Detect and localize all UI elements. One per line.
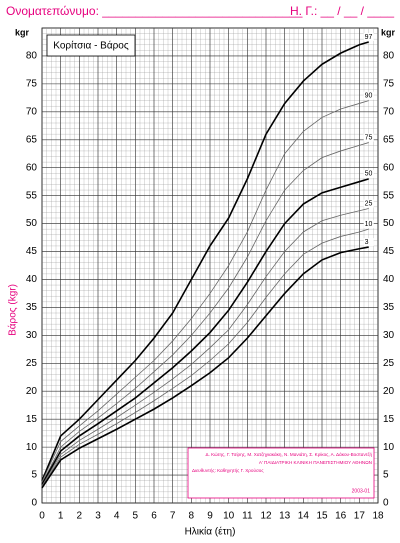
- x-tick-label: 7: [170, 511, 176, 522]
- x-tick-label: 8: [189, 511, 195, 522]
- y-tick-label-right: 5: [383, 470, 389, 481]
- y-tick-label: 5: [31, 470, 37, 481]
- percentile-curve: [41, 178, 369, 485]
- x-tick-label: 3: [95, 511, 101, 522]
- x-tick-label: 4: [114, 511, 120, 522]
- x-tick-label: 14: [298, 511, 310, 522]
- y-tick-label: 60: [26, 162, 38, 173]
- legend-label: 3: [365, 239, 369, 246]
- x-tick-label: 1: [58, 511, 64, 522]
- legend-label-bg: [363, 133, 374, 142]
- name-field: Ονοματεπώνυμο: _________________________…: [6, 4, 303, 18]
- percentile-curve: [41, 246, 369, 489]
- y-axis-label: Βάρος (kgr): [7, 284, 19, 336]
- y-tick-label: 55: [26, 190, 38, 201]
- chart-title: Κορίτσια - Βάρος: [53, 40, 129, 52]
- y-tick-label-right: 60: [383, 162, 395, 173]
- legend-label: 97: [365, 34, 373, 41]
- y-tick-label: 20: [26, 386, 38, 397]
- legend-label: 25: [365, 200, 373, 207]
- legend-label: 50: [365, 171, 373, 178]
- legend-label-bg: [363, 32, 374, 41]
- x-tick-label: 0: [39, 511, 45, 522]
- y-unit-left: kgr: [15, 27, 30, 37]
- legend-label: 10: [365, 221, 373, 228]
- y-tick-label-right: 25: [383, 358, 395, 369]
- y-tick-label-right: 65: [383, 134, 395, 145]
- x-tick-label: 5: [133, 511, 139, 522]
- y-tick-label: 40: [26, 274, 38, 285]
- x-tick-label: 17: [354, 511, 366, 522]
- y-tick-label: 30: [26, 330, 38, 341]
- legend-label-bg: [363, 91, 374, 100]
- x-tick-label: 16: [335, 511, 347, 522]
- y-tick-label: 80: [26, 51, 38, 62]
- x-tick-label: 11: [242, 511, 253, 522]
- x-tick-label: 12: [260, 511, 272, 522]
- x-tick-label: 2: [77, 511, 83, 522]
- grid: [41, 27, 379, 504]
- percentile-curve: [41, 208, 369, 486]
- x-tick-label: 13: [279, 511, 291, 522]
- y-tick-label: 35: [26, 302, 38, 313]
- percentile-curve: [41, 228, 369, 488]
- legend-label-bg: [363, 169, 374, 178]
- x-tick-label: 9: [207, 511, 213, 522]
- y-unit-right: kgr: [381, 27, 396, 37]
- percentile-curve: [41, 142, 369, 484]
- y-tick-label-right: 0: [383, 498, 389, 509]
- x-tick-label: 6: [151, 511, 157, 522]
- credit-box: [187, 447, 375, 499]
- y-tick-label-right: 70: [383, 106, 395, 117]
- credit-clinic: Α' ΠΑΙΔΙΑΤΡΙΚΗ ΚΛΙΝΙΚΗ ΠΑΝΕΠΙΣΤΗΜΙΟΥ ΑΘΗ…: [259, 460, 372, 465]
- y-tick-label: 65: [26, 134, 38, 145]
- y-tick-label: 70: [26, 106, 38, 117]
- date-field: Η. Γ.: __ / __ / ____: [290, 4, 394, 18]
- x-tick-label: 18: [372, 511, 384, 522]
- y-tick-label-right: 50: [383, 218, 395, 229]
- credit-date: 2003-01: [352, 488, 371, 494]
- credit-authors: Δ. Κώτης, Γ. Τσίρης, Μ. Χατζηγιακάκη, Ν.…: [206, 451, 373, 458]
- title-box: [46, 34, 136, 57]
- percentile-curve: [41, 41, 369, 481]
- x-axis-label: Ηλικία (έτη): [185, 526, 236, 538]
- x-tick-label: 10: [223, 511, 235, 522]
- y-tick-label-right: 35: [383, 302, 395, 313]
- y-tick-label: 50: [26, 218, 38, 229]
- credit-director: Διευθυντής: Καθηγητής Γ. Χρούσος: [192, 467, 264, 473]
- y-tick-label-right: 45: [383, 246, 395, 257]
- y-tick-label-right: 10: [383, 442, 395, 453]
- legend-label-bg: [363, 220, 374, 229]
- y-tick-label-right: 40: [383, 274, 395, 285]
- percentile-curve: [41, 100, 369, 482]
- legend-label-bg: [363, 199, 374, 208]
- legend-label: 90: [365, 92, 373, 99]
- y-tick-label-right: 55: [383, 190, 395, 201]
- x-tick-label: 15: [316, 511, 328, 522]
- y-tick-label: 15: [26, 414, 38, 425]
- legend-label: 75: [365, 134, 373, 141]
- y-tick-label: 25: [26, 358, 38, 369]
- legend-label-bg: [363, 238, 374, 247]
- y-tick-label: 10: [26, 442, 38, 453]
- y-tick-label-right: 75: [383, 79, 395, 90]
- curves: 97 90 75 50 25 10 3: [41, 32, 374, 489]
- y-tick-label: 0: [31, 498, 37, 509]
- y-tick-label-right: 15: [383, 414, 395, 425]
- y-tick-label: 45: [26, 246, 38, 257]
- y-tick-label-right: 30: [383, 330, 395, 341]
- y-tick-label-right: 20: [383, 386, 395, 397]
- y-tick-label-right: 80: [383, 51, 395, 62]
- y-tick-label: 75: [26, 79, 38, 90]
